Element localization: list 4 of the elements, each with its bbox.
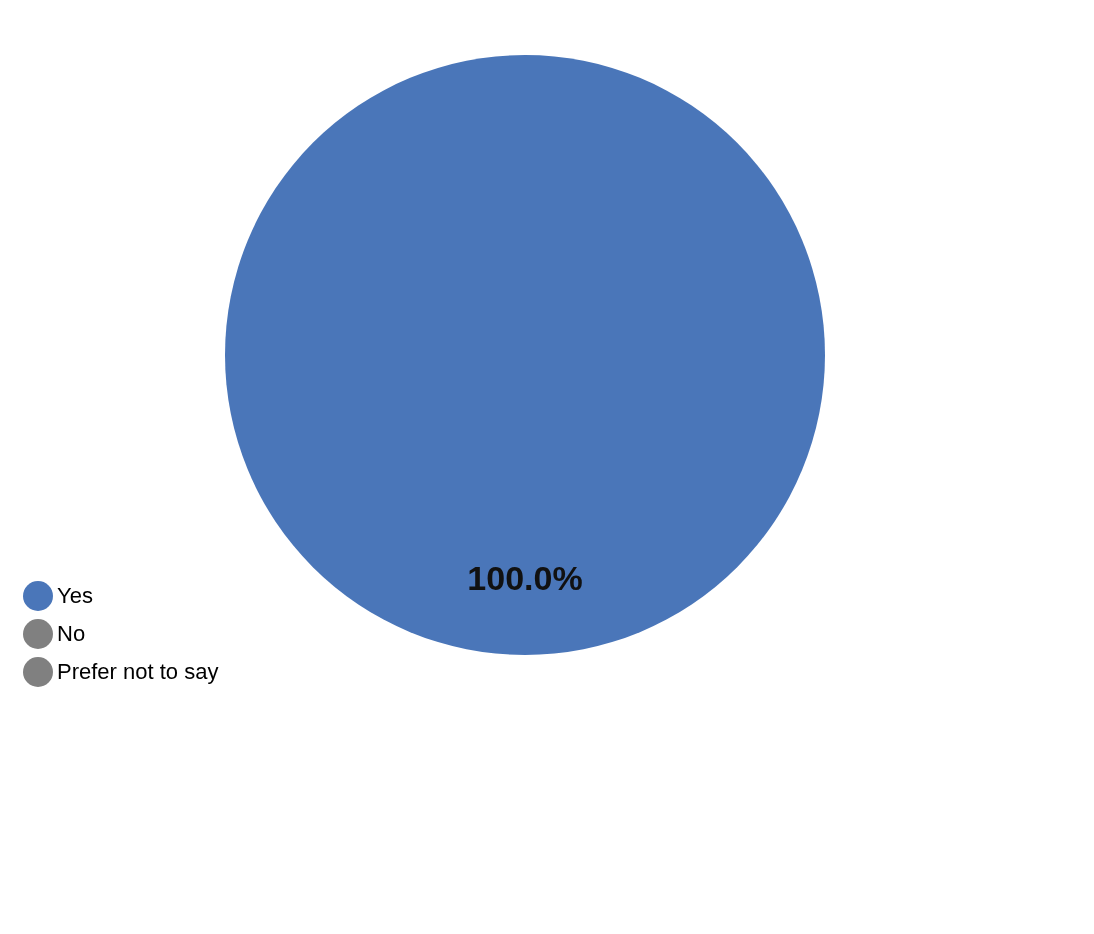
legend-label: Prefer not to say: [57, 659, 219, 684]
legend-label: No: [57, 621, 86, 646]
data-label: 100.0%: [467, 559, 583, 597]
legend-label: Yes: [57, 583, 93, 608]
